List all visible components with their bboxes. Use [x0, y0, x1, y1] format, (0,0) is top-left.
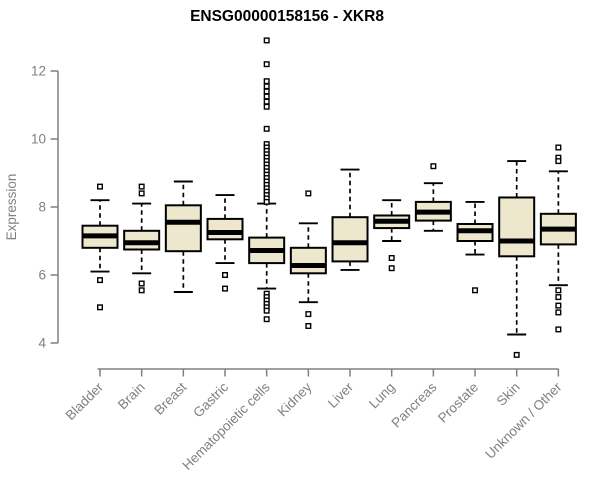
outlier-point — [222, 285, 229, 292]
outlier-point — [305, 311, 312, 318]
outlier-point — [138, 190, 145, 197]
outlier-point — [96, 304, 103, 311]
y-axis-tick-label: 10 — [31, 132, 46, 147]
outlier-point — [263, 98, 270, 105]
y-axis-tick-label: 4 — [38, 336, 46, 351]
x-axis-tick-label: Lung — [366, 380, 398, 412]
boxplot-liver — [331, 168, 369, 271]
outlier-point — [555, 326, 562, 333]
y-axis-tick-label: 6 — [38, 268, 46, 283]
y-axis-tick-label: 8 — [38, 200, 46, 215]
outlier-point — [305, 190, 312, 197]
outlier-point — [388, 265, 395, 272]
iqr-box — [123, 229, 161, 251]
iqr-box — [331, 216, 369, 263]
outlier-point — [263, 83, 270, 90]
outlier-point — [430, 163, 437, 170]
outlier-point — [263, 93, 270, 100]
iqr-box — [498, 196, 536, 258]
boxplot-skin — [498, 160, 536, 358]
iqr-box — [164, 204, 202, 253]
outlier-point — [96, 183, 103, 190]
boxplot-prostate — [456, 200, 494, 294]
outlier-point — [305, 323, 312, 330]
iqr-box — [206, 217, 244, 241]
outlier-point — [555, 158, 562, 165]
outlier-point — [263, 88, 270, 95]
x-axis-tick-label: Brain — [115, 380, 148, 413]
outlier-point — [263, 316, 270, 323]
x-axis-tick-label: Kidney — [275, 379, 315, 419]
iqr-box — [289, 246, 327, 275]
outlier-point — [555, 309, 562, 316]
x-axis-tick-label: Skin — [494, 380, 523, 409]
outlier-point — [388, 254, 395, 261]
boxplot-brain — [123, 183, 161, 294]
outlier-point — [555, 287, 562, 294]
boxplot-kidney — [289, 190, 327, 330]
outlier-point — [472, 287, 479, 294]
y-axis-title: Expression — [4, 174, 19, 241]
boxplot-gastric — [206, 194, 244, 292]
chart-title: ENSG00000158156 - XKR8 — [190, 8, 384, 25]
x-axis-tick-label: Breast — [151, 379, 189, 417]
x-axis-tick-label: Unknown / Other — [482, 379, 565, 462]
y-axis-tick-label: 12 — [31, 64, 46, 79]
boxes-layer — [81, 37, 577, 358]
x-axis-tick-label: Prostate — [435, 380, 481, 426]
outlier-point — [96, 277, 103, 284]
x-axis-tick-label: Liver — [325, 379, 357, 411]
outlier-point — [555, 302, 562, 309]
outlier-point — [263, 61, 270, 68]
boxplot-lung — [373, 199, 411, 272]
outlier-point — [555, 144, 562, 151]
boxplot-pancreas — [414, 163, 452, 232]
outlier-point — [138, 280, 145, 287]
boxplot-bladder — [81, 183, 119, 311]
outlier-point — [555, 294, 562, 301]
outlier-point — [513, 351, 520, 358]
outlier-point — [263, 78, 270, 85]
boxplot-unknown-other — [539, 144, 577, 333]
outlier-point — [263, 307, 270, 314]
boxplot-breast — [164, 180, 202, 293]
outlier-point — [263, 37, 270, 44]
boxplot-hematopoietic-cells — [248, 37, 286, 323]
outlier-point — [138, 183, 145, 190]
outlier-point — [138, 287, 145, 294]
x-axis-tick-label: Bladder — [63, 379, 107, 423]
x-axis-tick-label: Pancreas — [389, 379, 440, 430]
outlier-point — [222, 272, 229, 279]
outlier-point — [263, 103, 270, 110]
outlier-point — [263, 198, 270, 205]
x-axis-tick-label: Gastric — [190, 379, 231, 420]
outlier-point — [263, 125, 270, 132]
